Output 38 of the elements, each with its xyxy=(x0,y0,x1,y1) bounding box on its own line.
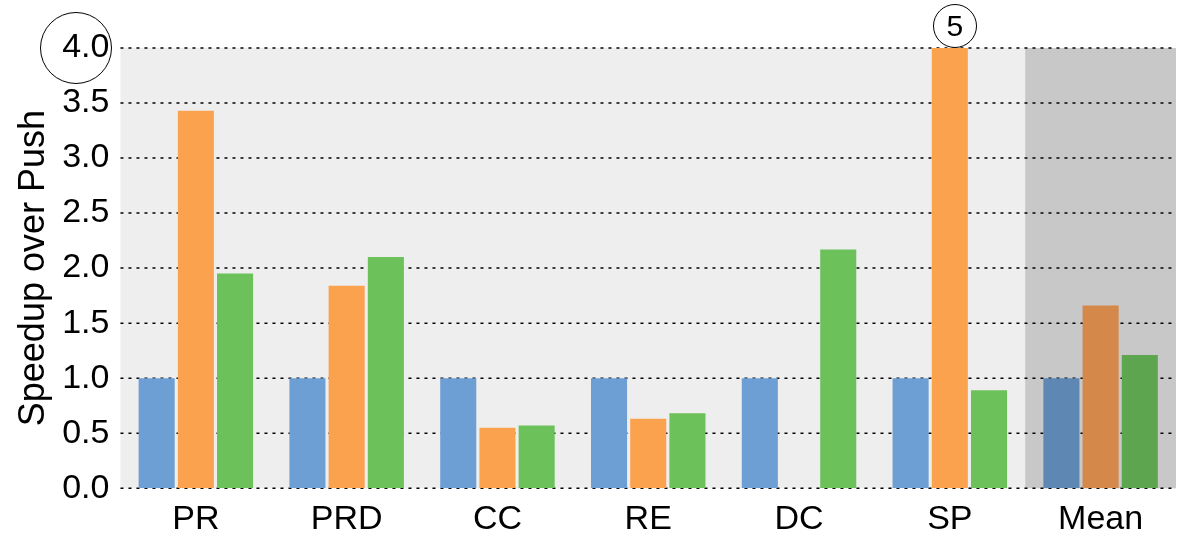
bar xyxy=(138,378,175,489)
circled-note: 5 xyxy=(932,4,977,48)
bar xyxy=(177,110,214,489)
bar xyxy=(440,378,477,489)
x-tick-label: DC xyxy=(774,497,824,536)
x-tick-label: PR xyxy=(172,497,220,536)
y-tick-label: 2.5 xyxy=(62,191,110,230)
x-tick-label: RE xyxy=(624,497,672,536)
y-axis-title: Speedup over Push xyxy=(10,109,52,427)
bar xyxy=(741,378,778,489)
y-tick-label: 2.0 xyxy=(62,246,110,285)
y-tick-label: 3.5 xyxy=(62,81,110,120)
x-tick-label: PRD xyxy=(310,497,383,536)
bar xyxy=(892,378,929,489)
y-tick-label: 4.0 xyxy=(62,26,110,65)
bar xyxy=(931,48,968,489)
y-tick-label: 1.0 xyxy=(62,356,110,395)
bar xyxy=(970,390,1008,489)
bar xyxy=(1121,355,1158,489)
bar xyxy=(217,273,254,489)
y-tick-label: 0.5 xyxy=(62,411,110,450)
bar xyxy=(289,378,326,489)
bar xyxy=(479,427,516,489)
bar xyxy=(1043,378,1080,489)
bar xyxy=(1082,305,1119,489)
bar xyxy=(630,418,667,489)
bar xyxy=(367,257,404,489)
y-tick-label: 0.0 xyxy=(62,466,110,505)
x-tick-label: SP xyxy=(927,497,973,536)
bar xyxy=(820,249,857,489)
x-tick-label: CC xyxy=(472,497,522,536)
x-tick-label: Mean xyxy=(1058,497,1144,536)
bar xyxy=(328,285,365,489)
bar xyxy=(518,425,555,489)
y-tick-label: 1.5 xyxy=(62,301,110,340)
bar xyxy=(669,413,706,489)
bar xyxy=(590,378,628,489)
y-tick-label: 3.0 xyxy=(62,136,110,175)
